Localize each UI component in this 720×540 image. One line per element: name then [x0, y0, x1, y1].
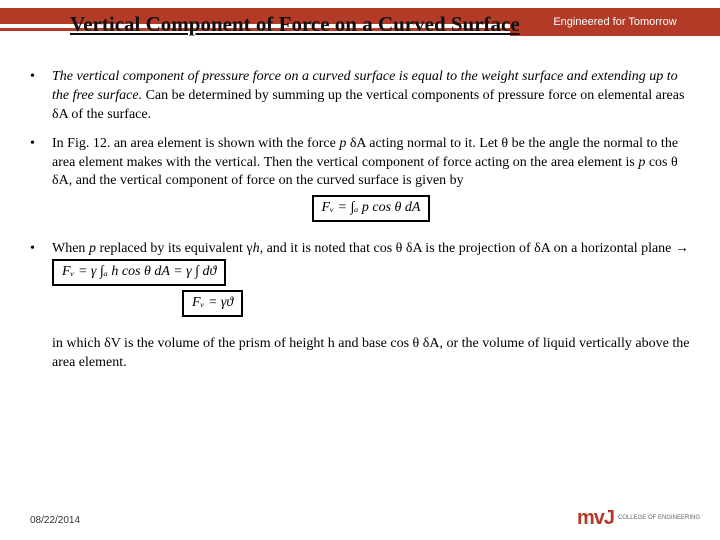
bullet-3: • When p replaced by its equivalent γh, …: [30, 240, 690, 325]
logo-subtext: COLLEGE OF ENGINEERING: [618, 515, 700, 522]
bullet-2: • In Fig. 12. an area element is shown w…: [30, 135, 690, 231]
symbol-h: h: [253, 241, 260, 256]
bullet-mark: •: [30, 240, 52, 325]
footer-date: 08/22/2014: [30, 515, 80, 526]
equation-1-row: Fᵥ = ∫ₐ p cos θ dA: [52, 195, 690, 222]
page-title: Vertical Component of Force on a Curved …: [70, 12, 600, 37]
bullet-3-p3: , and it is noted that cos θ δA is the p…: [260, 241, 689, 256]
equation-2: Fᵥ = γ ∫ₐ h cos θ dA = γ ∫ dϑ: [52, 259, 226, 286]
bullet-1-rest: Can be determined by summing up the vert…: [52, 88, 684, 122]
content-area: • The vertical component of pressure for…: [30, 68, 690, 373]
equation-1: Fᵥ = ∫ₐ p cos θ dA: [312, 195, 431, 222]
bullet-3-continuation: in which δV is the volume of the prism o…: [52, 335, 690, 373]
symbol-p3: p: [89, 241, 96, 256]
equation-3-row: Fᵥ = γϑ: [182, 290, 690, 317]
logo-mark: mvJ: [577, 507, 614, 530]
bullet-mark: •: [30, 135, 52, 231]
footer-logo: mvJ COLLEGE OF ENGINEERING: [577, 507, 700, 530]
bullet-2-p1: In Fig. 12. an area element is shown wit…: [52, 136, 339, 151]
bullet-mark: •: [30, 68, 52, 125]
bullet-3-p2: replaced by its equivalent γ: [96, 241, 253, 256]
bullet-1: • The vertical component of pressure for…: [30, 68, 690, 125]
equation-3: Fᵥ = γϑ: [182, 290, 243, 317]
bullet-3-p1: When: [52, 241, 89, 256]
